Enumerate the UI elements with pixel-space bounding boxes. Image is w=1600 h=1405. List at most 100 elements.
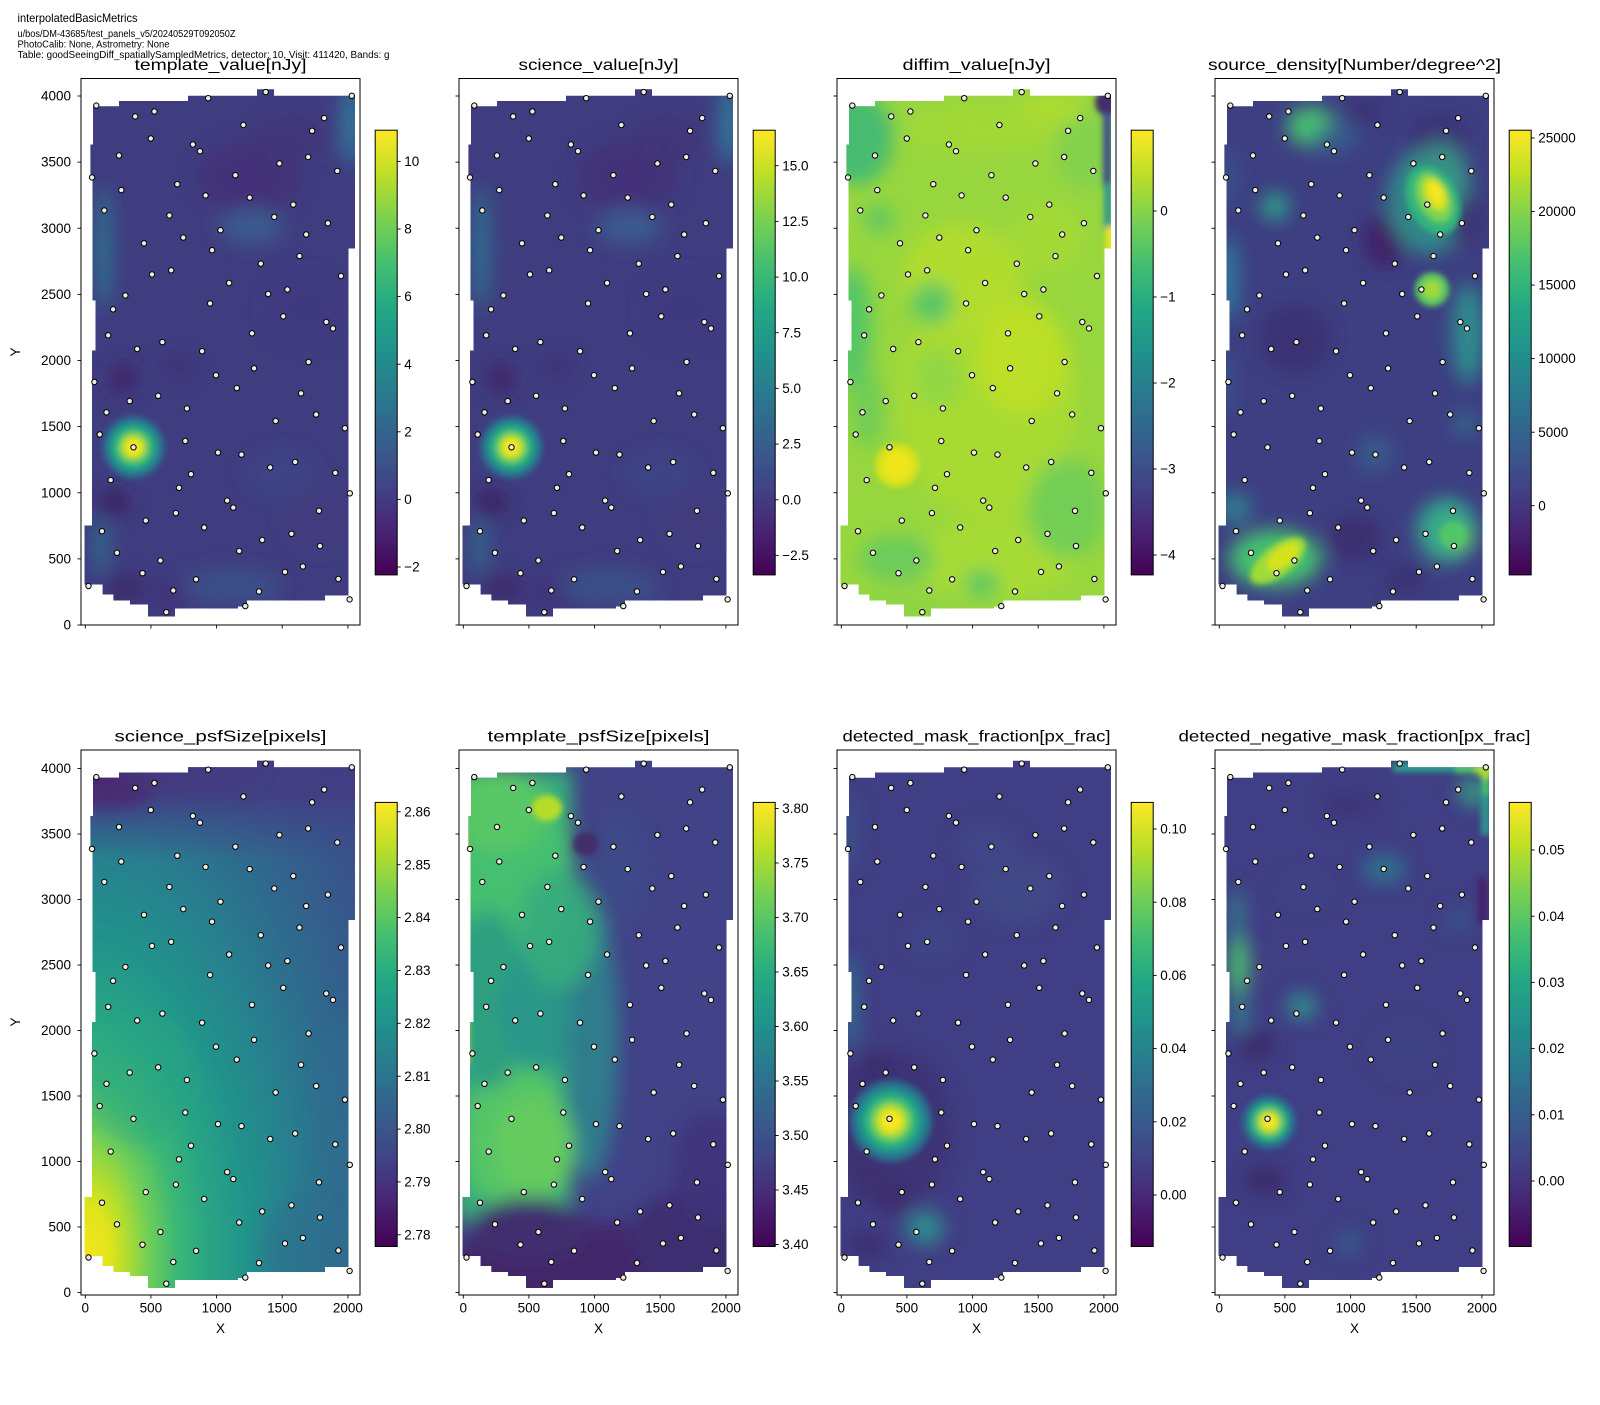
svg-text:Table: goodSeeingDiff_spatiall: Table: goodSeeingDiff_spatiallySampledMe… xyxy=(18,50,390,61)
svg-text:12.5: 12.5 xyxy=(782,214,808,229)
svg-text:0.04: 0.04 xyxy=(1160,1041,1187,1056)
svg-text:3.75: 3.75 xyxy=(782,856,808,871)
svg-text:0: 0 xyxy=(82,1301,90,1316)
svg-text:0.02: 0.02 xyxy=(1160,1114,1186,1129)
svg-text:5.0: 5.0 xyxy=(782,381,801,396)
svg-text:4: 4 xyxy=(404,357,412,372)
svg-text:500: 500 xyxy=(140,1301,163,1316)
svg-text:1500: 1500 xyxy=(1023,1301,1053,1316)
svg-text:0.10: 0.10 xyxy=(1160,822,1186,837)
svg-text:2000: 2000 xyxy=(1467,1301,1497,1316)
svg-text:2.79: 2.79 xyxy=(404,1175,430,1190)
svg-text:detected_negative_mask_fractio: detected_negative_mask_fraction[px_frac] xyxy=(1179,729,1531,746)
svg-text:X: X xyxy=(216,1321,225,1336)
svg-text:2000: 2000 xyxy=(41,1023,71,1038)
svg-text:5000: 5000 xyxy=(1538,425,1568,440)
svg-text:0.06: 0.06 xyxy=(1160,968,1186,983)
svg-text:2000: 2000 xyxy=(41,353,71,368)
svg-text:1500: 1500 xyxy=(1401,1301,1431,1316)
svg-text:science_psfSize[pixels]: science_psfSize[pixels] xyxy=(115,729,327,746)
svg-text:2.86: 2.86 xyxy=(404,804,430,819)
svg-text:0.0: 0.0 xyxy=(782,492,801,507)
svg-text:15.0: 15.0 xyxy=(782,158,808,173)
svg-text:0.02: 0.02 xyxy=(1538,1041,1564,1056)
svg-text:Y: Y xyxy=(8,347,23,356)
svg-text:0: 0 xyxy=(1160,204,1168,219)
svg-text:0.03: 0.03 xyxy=(1538,975,1564,990)
svg-text:0: 0 xyxy=(1538,498,1546,513)
svg-text:detected_mask_fraction[px_frac: detected_mask_fraction[px_frac] xyxy=(843,729,1111,746)
svg-text:2000: 2000 xyxy=(333,1301,363,1316)
svg-text:500: 500 xyxy=(518,1301,541,1316)
svg-text:15000: 15000 xyxy=(1538,278,1576,293)
svg-text:3.55: 3.55 xyxy=(782,1074,808,1089)
svg-text:2000: 2000 xyxy=(711,1301,741,1316)
svg-text:0.01: 0.01 xyxy=(1538,1107,1564,1122)
svg-text:science_value[nJy]: science_value[nJy] xyxy=(519,57,679,74)
svg-text:1000: 1000 xyxy=(202,1301,232,1316)
svg-text:X: X xyxy=(594,1321,603,1336)
svg-text:1500: 1500 xyxy=(41,419,71,434)
svg-text:1000: 1000 xyxy=(41,485,71,500)
svg-text:0.00: 0.00 xyxy=(1160,1188,1186,1203)
svg-text:interpolatedBasicMetrics: interpolatedBasicMetrics xyxy=(18,11,138,25)
svg-text:Y: Y xyxy=(8,1017,23,1026)
svg-text:1500: 1500 xyxy=(267,1301,297,1316)
svg-text:PhotoCalib: None, Astrometry:: PhotoCalib: None, Astrometry: None xyxy=(18,40,170,51)
svg-text:500: 500 xyxy=(1274,1301,1297,1316)
svg-text:1000: 1000 xyxy=(580,1301,610,1316)
svg-text:0: 0 xyxy=(404,492,412,507)
svg-text:8: 8 xyxy=(404,222,412,237)
svg-text:0: 0 xyxy=(63,1285,71,1300)
svg-text:1500: 1500 xyxy=(645,1301,675,1316)
svg-text:0.04: 0.04 xyxy=(1538,909,1565,924)
svg-text:source_density[Number/degree^2: source_density[Number/degree^2] xyxy=(1208,57,1501,74)
svg-text:2000: 2000 xyxy=(1089,1301,1119,1316)
svg-text:3000: 3000 xyxy=(41,892,71,907)
svg-text:3.40: 3.40 xyxy=(782,1237,808,1252)
svg-text:2500: 2500 xyxy=(41,287,71,302)
svg-text:−3: −3 xyxy=(1160,462,1175,477)
svg-text:1000: 1000 xyxy=(41,1154,71,1169)
svg-text:3500: 3500 xyxy=(41,827,71,842)
svg-text:X: X xyxy=(972,1321,981,1336)
svg-text:10: 10 xyxy=(404,154,419,169)
svg-text:500: 500 xyxy=(48,1220,71,1235)
svg-text:3.45: 3.45 xyxy=(782,1183,808,1198)
svg-text:2: 2 xyxy=(404,424,412,439)
svg-text:6: 6 xyxy=(404,289,412,304)
svg-text:7.5: 7.5 xyxy=(782,325,801,340)
svg-text:3500: 3500 xyxy=(41,155,71,170)
svg-text:3.50: 3.50 xyxy=(782,1128,808,1143)
svg-text:3.80: 3.80 xyxy=(782,801,808,816)
svg-text:2.83: 2.83 xyxy=(404,963,430,978)
svg-text:20000: 20000 xyxy=(1538,204,1576,219)
svg-text:500: 500 xyxy=(48,551,71,566)
svg-text:−2: −2 xyxy=(404,560,419,575)
svg-text:0.00: 0.00 xyxy=(1538,1174,1564,1189)
svg-text:2.81: 2.81 xyxy=(404,1069,430,1084)
svg-text:3.70: 3.70 xyxy=(782,910,808,925)
svg-text:2.78: 2.78 xyxy=(404,1227,430,1242)
svg-text:−1: −1 xyxy=(1160,290,1175,305)
svg-text:0: 0 xyxy=(838,1301,846,1316)
svg-text:4000: 4000 xyxy=(41,89,71,104)
svg-text:−2.5: −2.5 xyxy=(782,548,809,563)
svg-text:0: 0 xyxy=(460,1301,468,1316)
svg-text:2500: 2500 xyxy=(41,958,71,973)
svg-text:10000: 10000 xyxy=(1538,351,1576,366)
svg-text:3.65: 3.65 xyxy=(782,965,808,980)
svg-text:−2: −2 xyxy=(1160,376,1175,391)
svg-text:10.0: 10.0 xyxy=(782,270,808,285)
svg-text:template_psfSize[pixels]: template_psfSize[pixels] xyxy=(488,729,710,746)
svg-text:25000: 25000 xyxy=(1538,131,1576,146)
svg-text:u/bos/DM-43685/test_panels_v5/: u/bos/DM-43685/test_panels_v5/20240529T0… xyxy=(18,29,236,40)
svg-text:1500: 1500 xyxy=(41,1089,71,1104)
svg-text:2.84: 2.84 xyxy=(404,910,431,925)
svg-text:0.05: 0.05 xyxy=(1538,843,1564,858)
svg-text:X: X xyxy=(1350,1321,1359,1336)
svg-text:0.08: 0.08 xyxy=(1160,895,1186,910)
svg-text:0: 0 xyxy=(1216,1301,1224,1316)
svg-text:−4: −4 xyxy=(1160,548,1176,563)
svg-text:1000: 1000 xyxy=(958,1301,988,1316)
